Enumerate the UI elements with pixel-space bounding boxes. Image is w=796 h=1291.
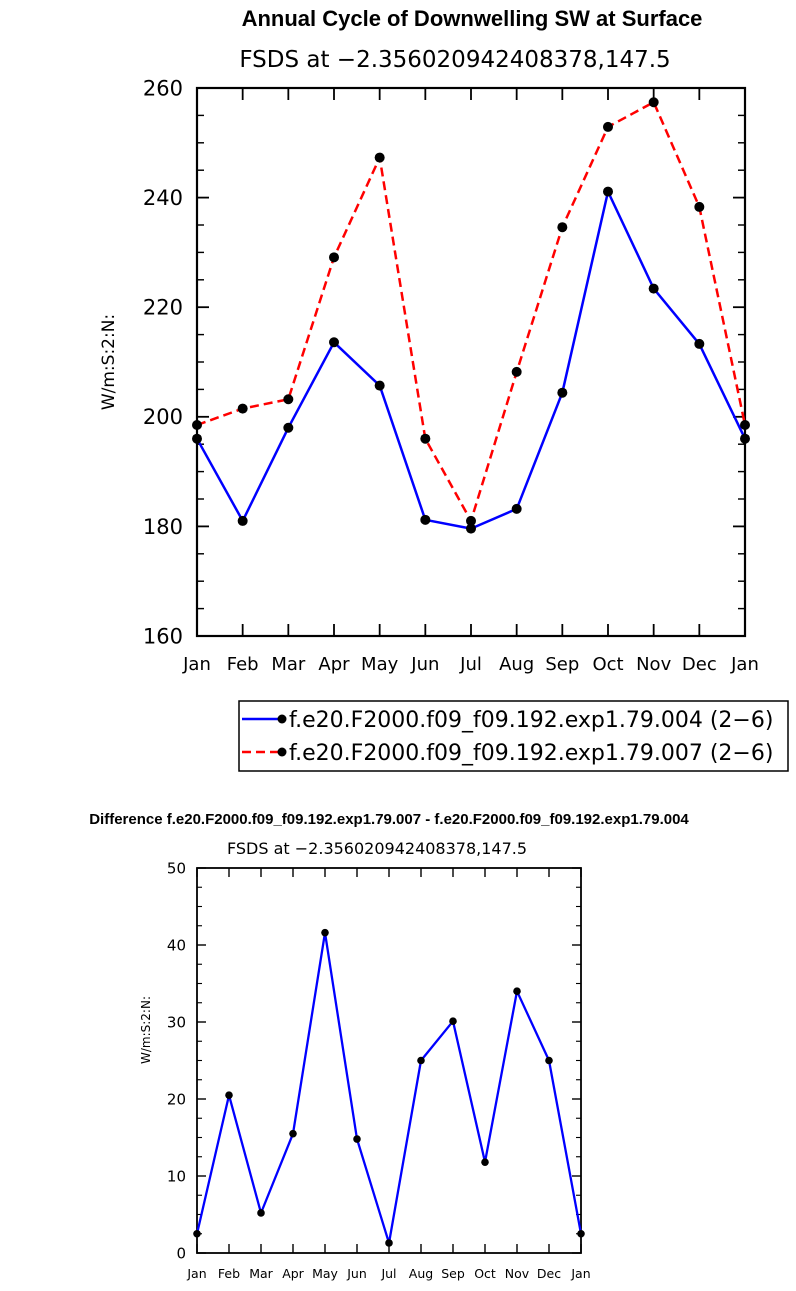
chart1-title: Annual Cycle of Downwelling SW at Surfac… [242,6,703,31]
y-tick-label: 30 [167,1013,186,1031]
series-2-point [283,394,294,405]
legend-marker-series-1 [277,714,287,724]
series-1-point [225,1091,233,1099]
series-1-point [257,1209,265,1217]
x-tick-label: Jan [730,654,759,675]
y-tick-label: 220 [143,296,183,320]
x-tick-label: Apr [282,1266,304,1281]
series-1-point [603,186,613,197]
legend-label-series-2: f.e20.F2000.f09_f09.192.exp1.79.007 (2−6… [289,741,773,766]
series-2-point [740,420,750,431]
x-tick-label: Jun [346,1266,367,1281]
y-tick-label: 200 [143,405,183,429]
series-1-point [648,283,659,294]
x-tick-label: Nov [636,654,671,675]
x-tick-label: Sep [441,1266,465,1281]
x-tick-label: Jul [459,654,482,675]
series-2-point [648,97,659,108]
x-tick-label: Feb [227,654,259,675]
x-tick-label: Mar [249,1266,273,1281]
x-tick-label: Dec [537,1266,561,1281]
series-1-point [694,338,705,349]
series-2-point [329,252,339,263]
series-1-point [193,1229,201,1238]
series-2-point [466,515,476,526]
series-1-point [289,1129,297,1138]
x-tick-label: Jan [182,654,211,675]
series-1-point [481,1158,489,1166]
legend-box [238,700,789,772]
x-tick-label: Sep [545,654,579,675]
y-tick-label: 260 [143,76,183,100]
plot-frame [196,867,582,1254]
plot-frame [195,86,747,638]
series-1-point [420,514,431,525]
series-2-point [511,366,522,377]
series-line-1 [195,931,583,1245]
series-1-point [237,515,248,526]
series-1-point [417,1056,425,1065]
y-tick-label: 240 [143,186,183,210]
chart1-ylabel: W/m:S:2:N: [99,314,119,410]
y-tick-label: 40 [167,936,186,954]
x-tick-label: Nov [505,1266,530,1281]
x-tick-label: May [312,1266,338,1281]
chart2-title: Difference f.e20.F2000.f09_f09.192.exp1.… [89,811,689,828]
series-line-1 [195,190,747,530]
legend-marker-series-2 [277,747,287,757]
series-1-point [385,1239,393,1247]
series-1-point [511,503,522,514]
chart2-ylabel: W/m:S:2:N: [139,996,153,1064]
series-1-point [449,1017,457,1026]
series-1-point [740,433,750,444]
y-tick-label: 0 [176,1244,186,1262]
series-1-point [353,1135,361,1143]
series-1-point [557,387,568,398]
series-1-point [577,1229,585,1238]
x-tick-label: Jul [380,1266,396,1281]
x-tick-label: May [361,654,399,675]
series-line-2 [196,100,747,523]
series-2-point [192,420,202,431]
series-1-point [329,337,339,348]
series-2-point [237,403,248,414]
series-1-point [466,523,476,534]
x-tick-label: Mar [271,654,306,675]
x-tick-label: Dec [682,654,717,675]
y-tick-label: 10 [167,1167,186,1185]
series-1-point [192,433,202,444]
chart1-legend: f.e20.F2000.f09_f09.192.exp1.79.004 (2−6… [238,700,789,772]
series-2-point [557,222,568,233]
legend-label-series-1: f.e20.F2000.f09_f09.192.exp1.79.004 (2−6… [289,708,773,733]
series-1-point [513,987,521,995]
series-1-point [283,422,294,433]
chart2-plot: Jan Feb Mar Apr May Jun Jul Aug Sep Oct Nov Dec Jan0… [167,859,591,1281]
series-2-point [603,121,613,132]
x-tick-label: Aug [409,1266,433,1281]
series-1-point [374,380,385,391]
chart1-plot: Jan Feb Mar Apr May Jun Jul Aug Sep Oct Nov Dec Jan 1… [143,76,759,675]
chart1-subtitle: FSDS at −2.356020942408378,147.5 [239,47,670,73]
x-tick-label: Oct [474,1266,496,1281]
y-tick-label: 20 [167,1090,186,1108]
y-tick-label: 160 [143,624,183,648]
y-tick-label: 50 [167,859,186,877]
series-1-point [545,1056,553,1065]
x-tick-label: Jan [570,1266,590,1281]
x-tick-label: Feb [218,1266,240,1281]
x-tick-label: Oct [592,654,623,675]
x-tick-label: Jun [410,654,439,675]
series-1-point [321,928,329,937]
series-2-point [694,201,705,212]
x-tick-label: Jan [186,1266,206,1281]
y-tick-label: 180 [143,515,183,539]
x-tick-label: Aug [499,654,534,675]
series-2-point [420,433,431,444]
series-2-point [374,152,385,163]
chart2-subtitle: FSDS at −2.356020942408378,147.5 [227,839,527,858]
x-tick-label: Apr [318,654,350,675]
